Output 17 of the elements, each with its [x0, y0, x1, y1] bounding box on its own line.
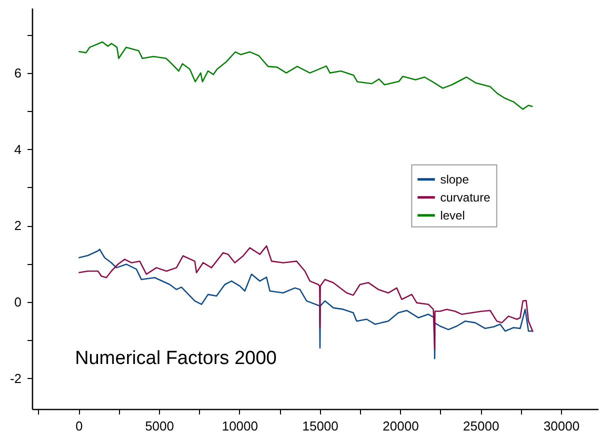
y-tick-label: 6	[14, 65, 22, 80]
x-tick-label: 20000	[382, 418, 419, 434]
x-tick-label: 15000	[302, 418, 338, 434]
x-tick-label: 0	[76, 418, 83, 434]
x-tick-label: 30000	[543, 418, 580, 434]
legend-label: slope	[440, 172, 470, 186]
y-tick-label: -2	[10, 370, 22, 386]
x-tick-label: 5000	[145, 418, 174, 434]
legend-label: level	[440, 208, 465, 222]
annotation: Numerical Factors 2000	[75, 348, 277, 370]
x-tick-label: 10000	[222, 418, 258, 434]
line-series	[78, 41, 534, 110]
x-tick-label: 25000	[463, 418, 500, 434]
y-tick-label: 0	[14, 294, 22, 310]
y-tick-label: 4	[14, 142, 22, 157]
y-tick-label: 2	[14, 218, 22, 234]
legend-label: curvature	[440, 190, 491, 204]
